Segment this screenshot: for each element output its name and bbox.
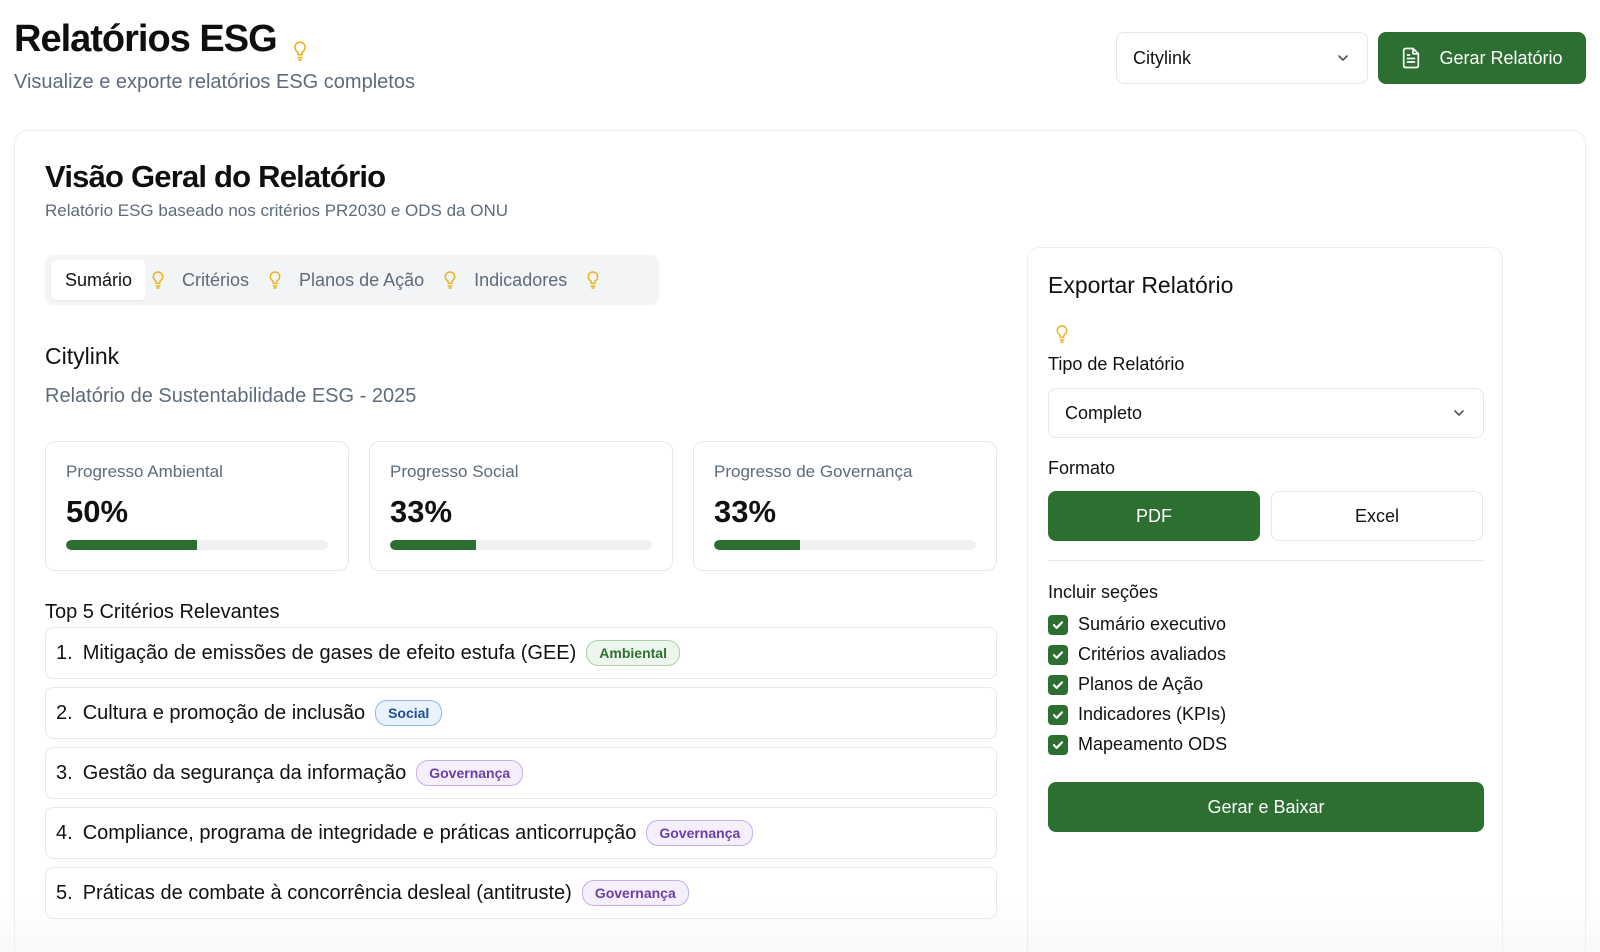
- generate-report-label: Gerar Relatório: [1439, 47, 1563, 68]
- category-badge: Governança: [416, 760, 524, 786]
- tab-label: Indicadores: [474, 269, 568, 290]
- tab-label: Critérios: [182, 269, 250, 290]
- section-label: Mapeamento ODS: [1078, 734, 1228, 754]
- section-checkbox-row[interactable]: Critérios avaliados: [1048, 644, 1226, 665]
- progress-label: Progresso Ambiental: [66, 462, 223, 481]
- progress-fill: [390, 540, 477, 550]
- top-criteria-title: Top 5 Critérios Relevantes: [45, 601, 280, 623]
- criteria-number: 4.: [56, 821, 73, 844]
- progress-value: 50%: [66, 494, 129, 529]
- overview-title: Visão Geral do Relatório: [45, 159, 386, 194]
- lightbulb-icon[interactable]: [1054, 324, 1070, 344]
- progress-label: Progresso Social: [390, 462, 519, 481]
- checkbox-checked[interactable]: [1048, 644, 1068, 665]
- report-type-select[interactable]: Completo: [1048, 388, 1484, 438]
- criteria-text: Gestão da segurança da informação: [82, 761, 407, 784]
- criteria-number: 5.: [56, 881, 73, 904]
- category-badge: Governança: [646, 820, 754, 846]
- generate-download-button[interactable]: Gerar e Baixar: [1048, 782, 1484, 832]
- check-icon: [1052, 680, 1064, 689]
- criteria-item[interactable]: 5. Práticas de combate à concorrência de…: [45, 867, 997, 919]
- criteria-item[interactable]: 2. Cultura e promoção de inclusão Social: [45, 687, 997, 739]
- lightbulb-icon[interactable]: [585, 270, 601, 290]
- format-excel-button[interactable]: Excel: [1271, 491, 1483, 541]
- page-title-row: Relatórios ESG: [14, 18, 1586, 61]
- generate-report-button[interactable]: Gerar Relatório: [1378, 32, 1586, 84]
- criteria-number: 2.: [56, 701, 73, 724]
- lightbulb-icon[interactable]: [150, 270, 166, 290]
- progress-bar: [714, 540, 976, 550]
- company-select[interactable]: Citylink: [1116, 32, 1368, 84]
- criteria-item[interactable]: 4. Compliance, programa de integridade e…: [45, 807, 997, 859]
- tab-label: Sumário: [65, 269, 133, 290]
- tab-criterios[interactable]: Critérios: [168, 260, 263, 300]
- check-icon: [1052, 740, 1064, 749]
- section-checkbox-row[interactable]: Planos de Ação: [1048, 674, 1203, 695]
- section-checkbox-row[interactable]: Indicadores (KPIs): [1048, 704, 1226, 725]
- report-type-value: Completo: [1065, 402, 1143, 423]
- tab-label: Planos de Ação: [299, 269, 425, 290]
- tab-sumario[interactable]: Sumário: [51, 260, 147, 300]
- lightbulb-icon[interactable]: [291, 29, 309, 61]
- category-badge: Ambiental: [586, 640, 680, 666]
- progress-value: 33%: [390, 494, 453, 529]
- overview-subtitle: Relatório ESG baseado nos critérios PR20…: [45, 201, 509, 220]
- section-label: Planos de Ação: [1078, 674, 1204, 694]
- criteria-item[interactable]: 1. Mitigação de emissões de gases de efe…: [45, 627, 997, 679]
- tab-planos-de-acao[interactable]: Planos de Ação: [285, 260, 438, 300]
- progress-label: Progresso de Governança: [714, 462, 913, 481]
- lightbulb-icon[interactable]: [267, 270, 283, 290]
- company-name: Citylink: [45, 343, 120, 369]
- page-title: Relatórios ESG: [14, 18, 278, 60]
- progress-card-governance: Progresso de Governança 33%: [693, 441, 997, 571]
- report-type-label: Tipo de Relatório: [1048, 354, 1185, 374]
- company-select-value: Citylink: [1133, 47, 1192, 68]
- section-checkbox-row[interactable]: Mapeamento ODS: [1048, 734, 1227, 755]
- criteria-text: Compliance, programa de integridade e pr…: [82, 821, 637, 844]
- report-tabs: Sumário Critérios Planos de Ação Indicad…: [45, 255, 659, 305]
- progress-card-environmental: Progresso Ambiental 50%: [45, 441, 349, 571]
- progress-fill: [714, 540, 801, 550]
- checkbox-checked[interactable]: [1048, 674, 1068, 695]
- category-badge: Social: [375, 700, 443, 726]
- progress-value: 33%: [714, 494, 777, 529]
- section-label: Critérios avaliados: [1078, 644, 1227, 664]
- criteria-item[interactable]: 3. Gestão da segurança da informação Gov…: [45, 747, 997, 799]
- check-icon: [1052, 710, 1064, 719]
- checkbox-checked[interactable]: [1048, 734, 1068, 755]
- checkbox-checked[interactable]: [1048, 704, 1068, 725]
- progress-bar: [390, 540, 652, 550]
- report-name: Relatório de Sustentabilidade ESG - 2025: [45, 385, 417, 407]
- sections-label: Incluir seções: [1048, 582, 1159, 602]
- format-label: Formato: [1048, 458, 1116, 478]
- criteria-text: Práticas de combate à concorrência desle…: [82, 881, 572, 904]
- check-icon: [1052, 650, 1064, 659]
- export-title: Exportar Relatório: [1048, 272, 1234, 298]
- chevron-down-icon: [1451, 405, 1467, 421]
- document-icon: [1401, 47, 1421, 69]
- report-overview-card: Visão Geral do Relatório Relatório ESG b…: [14, 130, 1586, 952]
- page-subtitle: Visualize e exporte relatórios ESG compl…: [14, 71, 415, 93]
- page-header: Relatórios ESG Visualize e exporte relat…: [14, 18, 1586, 98]
- divider: [1048, 560, 1484, 561]
- criteria-number: 3.: [56, 761, 73, 784]
- criteria-text: Cultura e promoção de inclusão: [82, 701, 366, 724]
- check-icon: [1052, 620, 1064, 629]
- category-badge: Governança: [581, 880, 689, 906]
- progress-bar: [66, 540, 328, 550]
- progress-fill: [66, 540, 197, 550]
- section-label: Sumário executivo: [1078, 614, 1227, 634]
- progress-card-social: Progresso Social 33%: [369, 441, 673, 571]
- tab-indicadores[interactable]: Indicadores: [460, 260, 581, 300]
- lightbulb-icon[interactable]: [442, 270, 458, 290]
- criteria-text: Mitigação de emissões de gases de efeito…: [82, 641, 577, 664]
- format-pdf-button[interactable]: PDF: [1048, 491, 1260, 541]
- checkbox-checked[interactable]: [1048, 614, 1068, 635]
- section-label: Indicadores (KPIs): [1078, 704, 1227, 724]
- export-panel: Exportar Relatório Tipo de Relatório Com…: [1027, 247, 1503, 952]
- criteria-number: 1.: [56, 641, 73, 664]
- section-checkbox-row[interactable]: Sumário executivo: [1048, 614, 1226, 635]
- chevron-down-icon: [1335, 50, 1351, 66]
